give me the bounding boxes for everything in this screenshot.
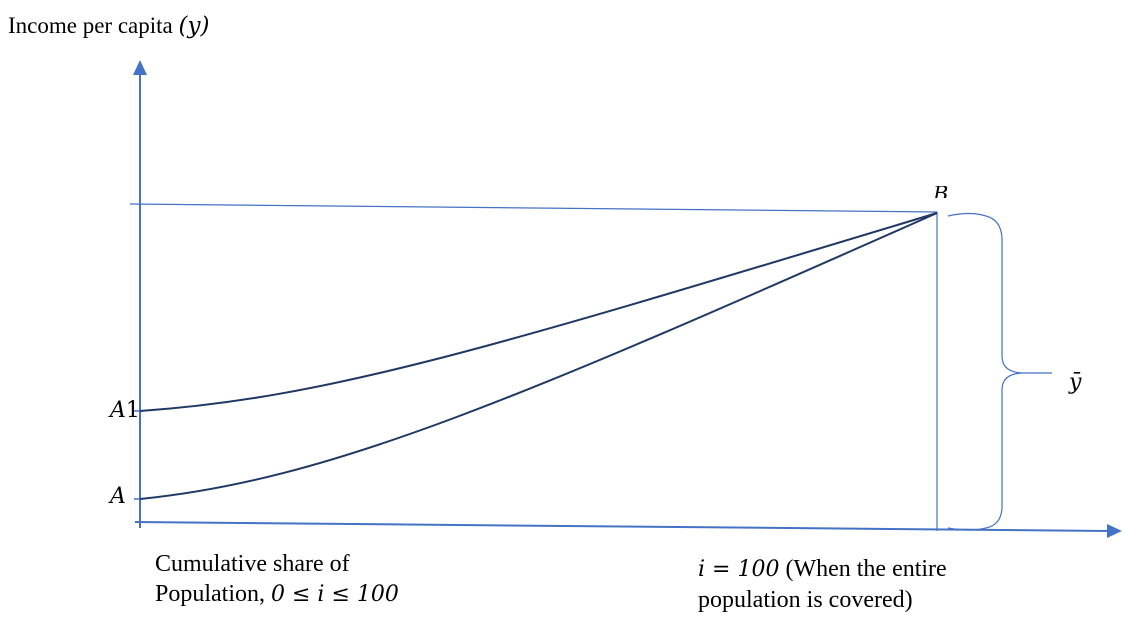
endpoint-caption-line2: population is covered) — [698, 587, 913, 613]
x-axis-caption-line1: Cumulative share of — [155, 551, 350, 577]
curve-a-b — [139, 212, 938, 500]
y-axis-arrowhead — [133, 60, 147, 75]
endpoint-caption-line1: i = 100 (When the entire — [698, 554, 947, 585]
endpoint-caption-clip: i = 100 (When the entire population is c… — [690, 548, 1124, 618]
point-label-b-clip: B — [925, 186, 955, 198]
mean-income-brace — [947, 212, 1052, 531]
point-label-a: A — [110, 484, 126, 509]
x-axis — [134, 521, 1109, 532]
curve-a1-b — [139, 212, 938, 412]
point-label-a1: A1 — [110, 399, 140, 422]
mean-income-guide-line — [129, 203, 938, 213]
y-axis-title-text: Income per capita — [8, 13, 179, 38]
x-axis-caption-line2: Population, 0 ≤ i ≤ 100 — [155, 579, 399, 610]
endpoint-caption-line1-text: (When the entire — [779, 556, 947, 582]
x-axis-caption: Cumulative share of Population, 0 ≤ i ≤ … — [155, 549, 399, 610]
y-axis-title: Income per capita (y) — [8, 14, 209, 38]
x-axis-caption-line2-math: 0 ≤ i ≤ 100 — [271, 582, 399, 607]
y-axis-title-symbol: (y) — [178, 13, 210, 39]
endpoint-caption: i = 100 (When the entire population is c… — [698, 554, 947, 615]
mean-income-label: ȳ — [1069, 370, 1082, 395]
x-axis-arrowhead — [1107, 524, 1122, 538]
point-label-a1-letter: A — [110, 398, 126, 423]
point-label-b: B — [933, 186, 949, 198]
endpoint-caption-line1-math: i = 100 — [698, 557, 780, 582]
point-label-a1-digit: 1 — [125, 398, 140, 423]
x-axis-caption-line2-text: Population, — [155, 581, 272, 607]
